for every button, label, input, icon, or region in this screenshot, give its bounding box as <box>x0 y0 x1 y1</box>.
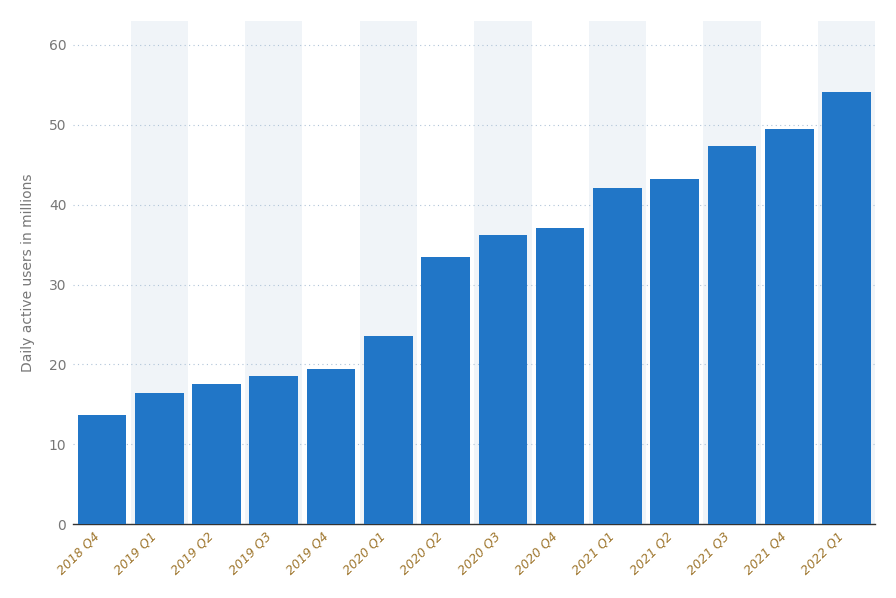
Bar <box>249 376 298 524</box>
Bar <box>135 393 184 524</box>
Bar <box>474 21 531 524</box>
Bar <box>302 21 359 524</box>
Bar <box>188 21 246 524</box>
Bar <box>417 21 474 524</box>
Bar <box>765 129 814 524</box>
Bar <box>703 21 761 524</box>
Bar <box>646 21 703 524</box>
Bar <box>421 257 470 524</box>
Bar <box>73 21 131 524</box>
Bar <box>650 179 699 524</box>
Bar <box>531 21 589 524</box>
Bar <box>708 147 756 524</box>
Bar <box>192 384 241 524</box>
Bar <box>818 21 875 524</box>
Bar <box>246 21 302 524</box>
Bar <box>131 21 188 524</box>
Bar <box>364 335 413 524</box>
Bar <box>536 228 584 524</box>
Y-axis label: Daily active users in millions: Daily active users in millions <box>21 173 35 372</box>
Bar <box>589 21 646 524</box>
Bar <box>359 21 417 524</box>
Bar <box>761 21 818 524</box>
Bar <box>478 235 527 524</box>
Bar <box>593 188 642 524</box>
Bar <box>306 370 356 524</box>
Bar <box>823 92 871 524</box>
Bar <box>78 415 126 524</box>
